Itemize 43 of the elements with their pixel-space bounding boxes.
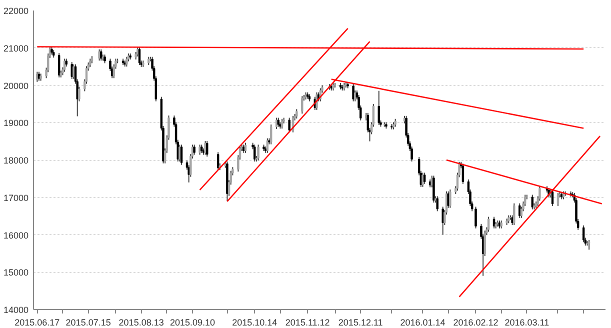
x-tick-label: 2015.12.11	[338, 318, 383, 328]
y-tick-label: 15000	[3, 268, 29, 278]
candlestick	[70, 62, 73, 80]
candlestick	[193, 144, 196, 156]
candlestick	[206, 140, 208, 158]
candlestick	[474, 206, 477, 229]
candlestick	[442, 206, 444, 236]
candlestick	[288, 117, 290, 133]
y-tick-label: 17000	[3, 192, 29, 203]
y-tick-label: 22000	[3, 6, 29, 16]
candlestick	[178, 144, 181, 162]
x-tick-label: 2016.01.14	[400, 318, 446, 328]
candlestick	[301, 96, 304, 114]
candlestick	[582, 224, 585, 243]
x-tick-label: 2015.07.15	[66, 318, 111, 328]
y-tick-label: 20000	[3, 80, 29, 91]
x-tick-label: 2016.02.12	[453, 318, 498, 328]
candlestick	[449, 189, 452, 208]
candlestick	[352, 83, 354, 102]
candlestick	[423, 172, 426, 184]
candlestick	[422, 172, 424, 188]
y-tick-label: 21000	[3, 43, 29, 54]
candlestick	[138, 46, 141, 66]
x-tick-label: 2016.03.11	[504, 318, 550, 328]
candlestick	[257, 144, 260, 161]
y-tick-label: 14000	[3, 305, 29, 315]
candlestick	[296, 108, 298, 120]
y-tick-label: 18000	[3, 156, 29, 166]
y-tick-label: 16000	[3, 230, 29, 240]
candlestick	[513, 202, 516, 226]
candlestick	[487, 216, 490, 232]
candlestick	[180, 144, 183, 166]
x-tick-label: 2015.08.13	[118, 318, 164, 328]
x-tick-label: 2015.10.14	[232, 318, 278, 328]
candlestick	[204, 140, 206, 156]
candlestick	[198, 144, 201, 156]
y-tick-label: 19000	[3, 118, 29, 128]
x-tick-label: 2015.11.12	[285, 318, 330, 328]
x-tick-label: 2015.06.17	[14, 318, 60, 328]
candlestick	[378, 90, 380, 126]
x-tick-label: 2015.09.10	[170, 318, 216, 328]
candlestick	[462, 163, 464, 184]
candlestick	[126, 56, 128, 68]
